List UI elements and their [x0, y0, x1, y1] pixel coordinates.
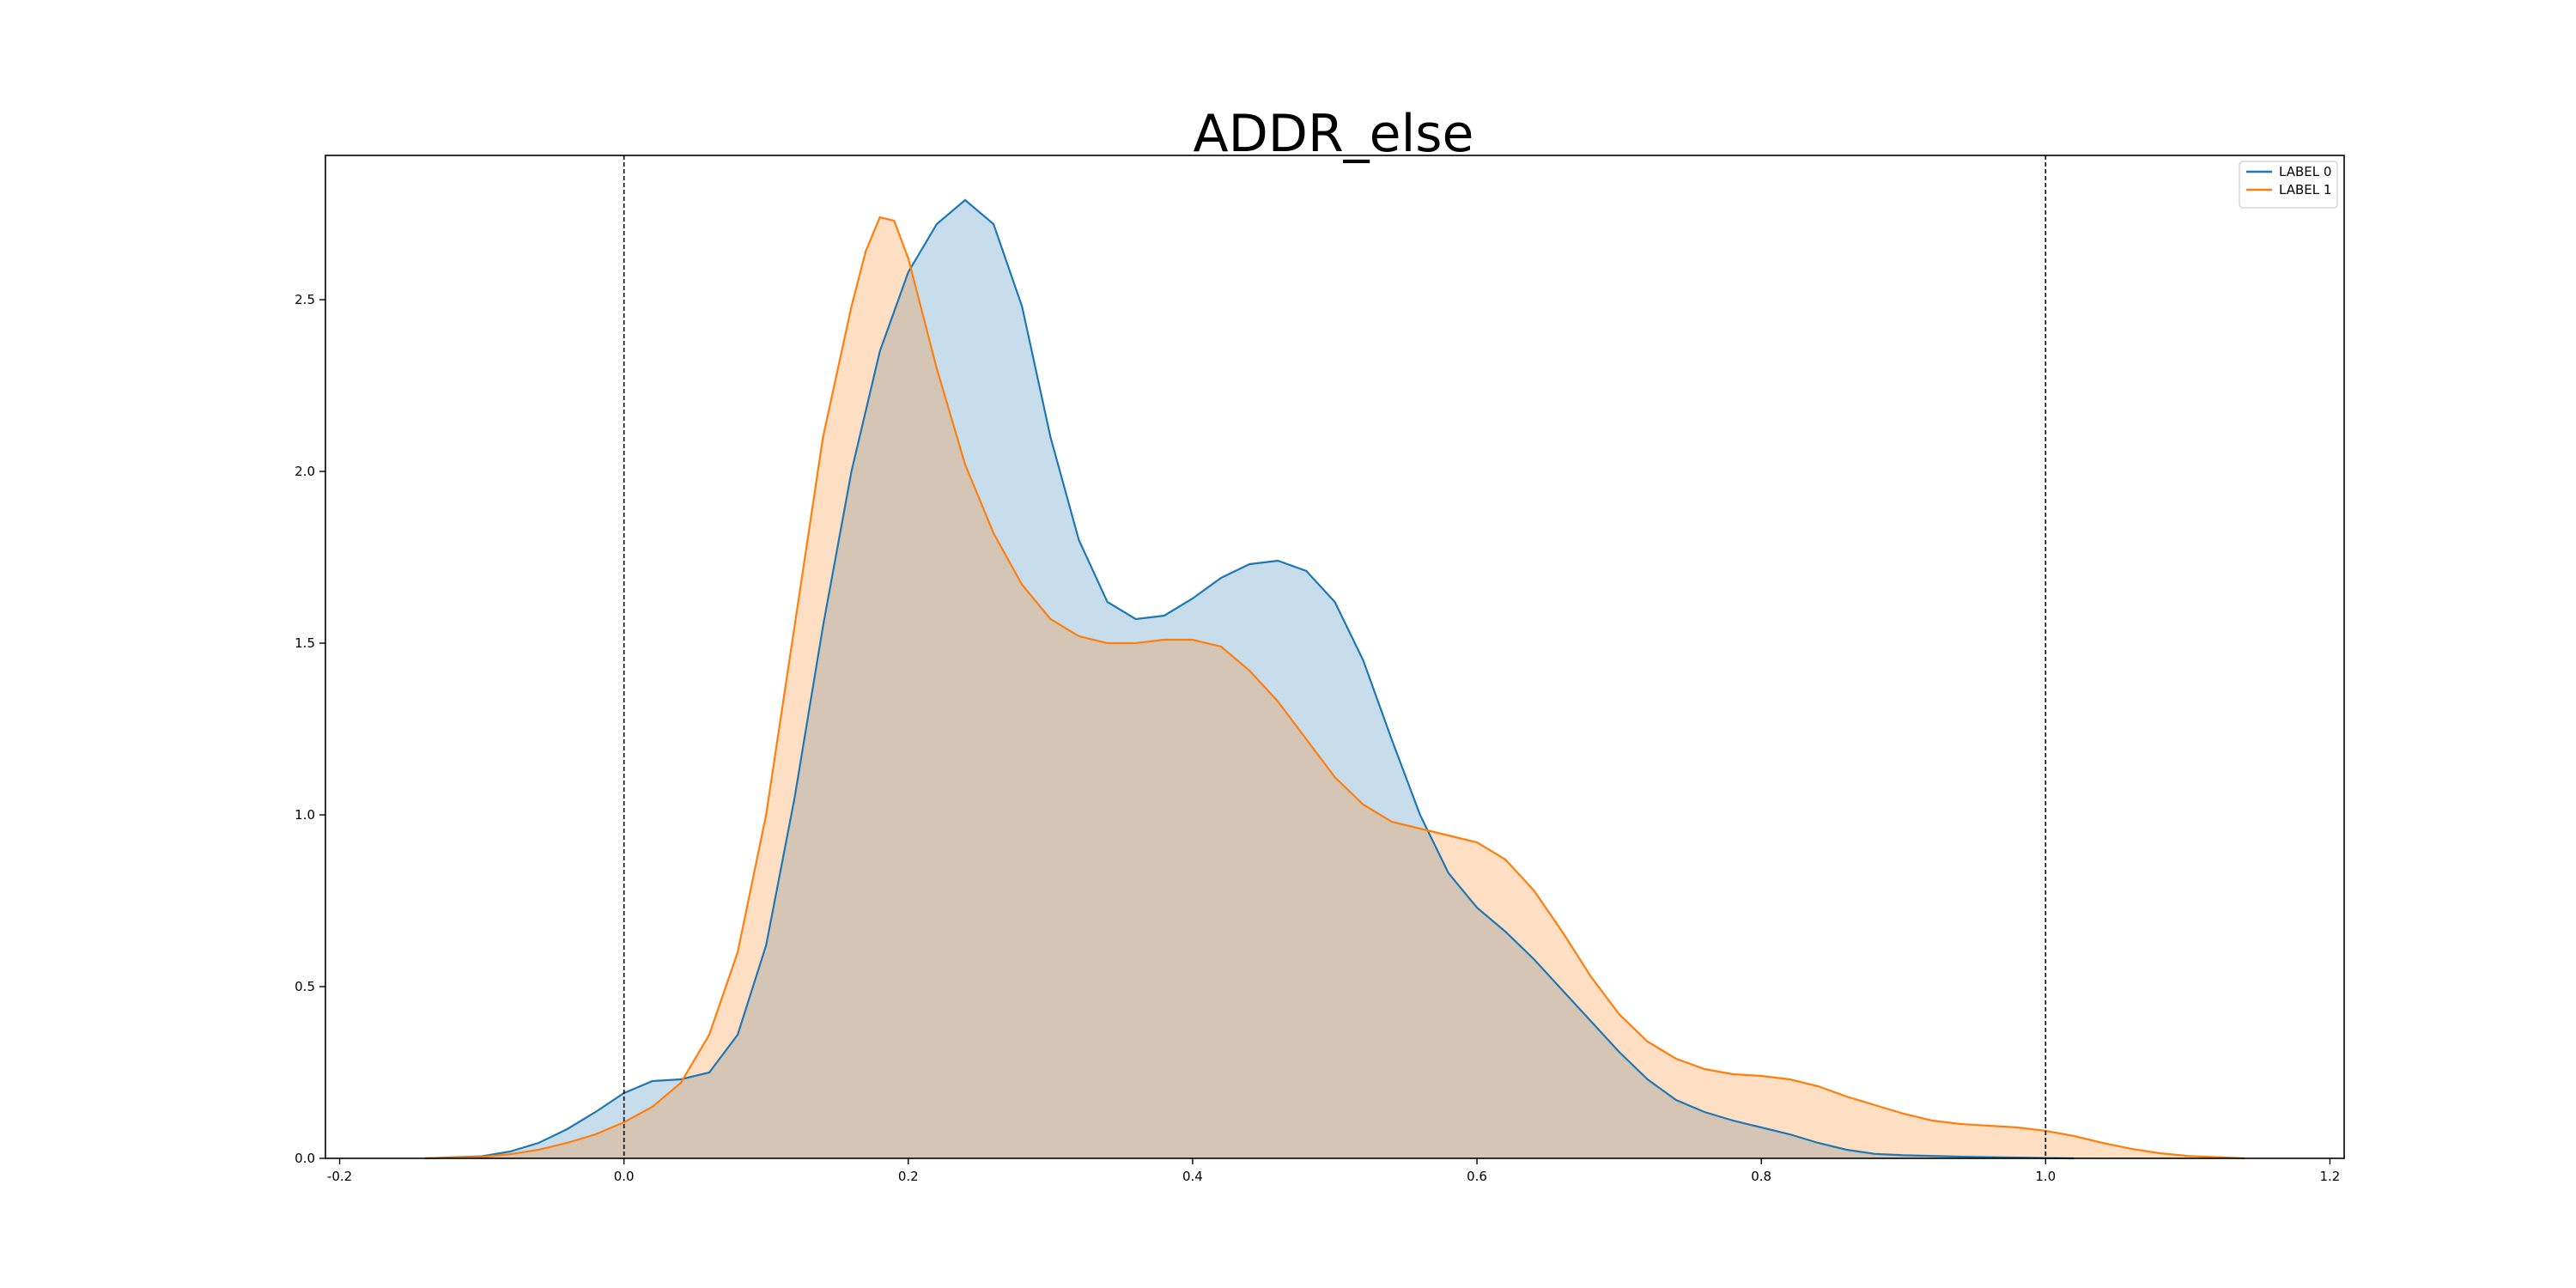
legend-box — [2239, 161, 2338, 209]
series-fill-1 — [424, 217, 2245, 1158]
legend-label-0: LABEL 0 — [2279, 164, 2331, 179]
x-tick-label: 1.0 — [2035, 1169, 2056, 1184]
y-tick-label: 2.5 — [295, 292, 315, 307]
x-tick-label: 0.4 — [1182, 1169, 1203, 1184]
series-fill-0 — [424, 200, 2075, 1158]
reference-lines — [623, 155, 2047, 1158]
y-tick-label: 0.0 — [295, 1151, 315, 1166]
y-tick-label: 1.0 — [295, 807, 315, 823]
y-tick-label: 0.5 — [295, 979, 315, 994]
x-tick-label: 0.8 — [1751, 1169, 1771, 1184]
x-tick-label: 0.0 — [614, 1169, 635, 1184]
y-tick-label: 1.5 — [295, 635, 315, 651]
x-tick-label: -0.2 — [327, 1169, 352, 1184]
y-axis: 0.0 0.5 1.0 1.5 2.0 2.5 — [295, 292, 325, 1166]
x-tick-label: 0.6 — [1467, 1169, 1487, 1184]
series-line-1 — [424, 216, 2245, 1160]
legend: LABEL 0 LABEL 1 — [2239, 161, 2338, 209]
plot-frame — [325, 155, 2345, 1159]
x-tick-label: 1.2 — [2320, 1169, 2341, 1184]
x-tick-label: 0.2 — [898, 1169, 919, 1184]
density-lines — [424, 198, 2245, 1160]
chart-title: ADDR_else — [1194, 104, 1474, 164]
legend-label-1: LABEL 1 — [2279, 182, 2331, 197]
y-tick-label: 2.0 — [295, 464, 315, 479]
x-axis: -0.2 0.0 0.2 0.4 0.6 0.8 1.0 1.2 — [327, 1158, 2340, 1184]
density-fills — [424, 200, 2245, 1158]
series-line-0 — [424, 198, 2075, 1160]
